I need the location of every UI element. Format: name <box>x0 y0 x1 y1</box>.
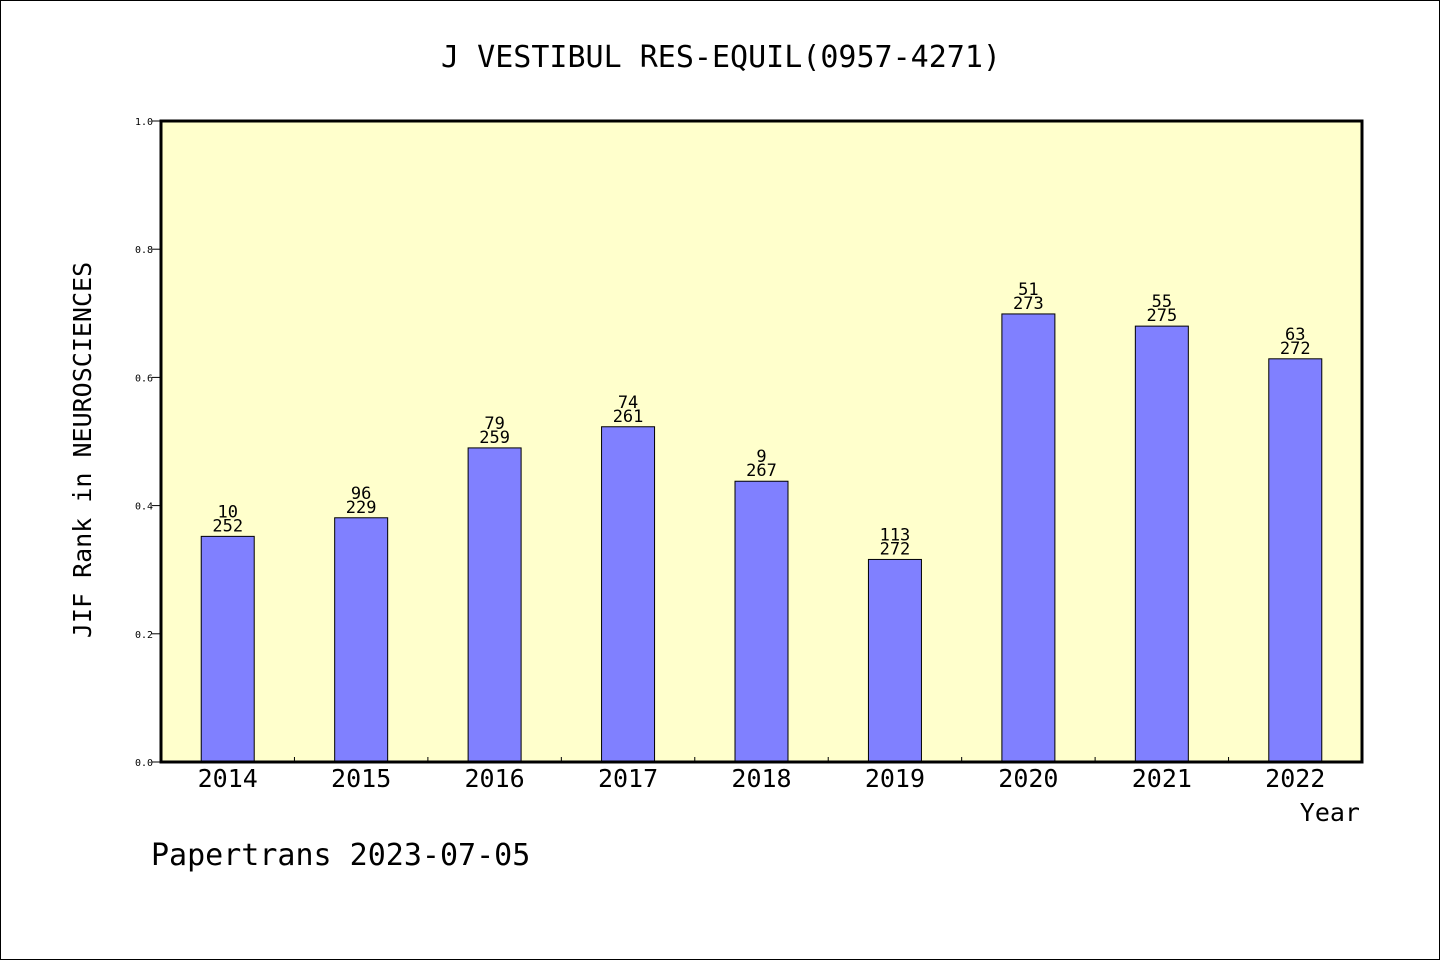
bar <box>1001 313 1056 763</box>
bar <box>334 517 389 763</box>
x-tick-label: 2020 <box>998 764 1058 793</box>
bar-total-label: 261 <box>613 407 644 427</box>
bar-total-label: 229 <box>346 498 377 518</box>
y-axis: 0.0 0.2 0.4 0.6 0.8 1.0 <box>135 117 161 769</box>
bar-total-label: 272 <box>880 539 911 559</box>
bar-rank-label: 96 <box>351 484 371 504</box>
plot-border <box>159 119 1364 764</box>
bar <box>1268 358 1323 763</box>
bar-total-label: 272 <box>1280 339 1311 359</box>
y-axis-label: JIF Rank in NEUROSCIENCES <box>68 262 97 638</box>
bar-total-label: 259 <box>479 428 510 448</box>
y-tick-label: 0.8 <box>135 245 153 256</box>
x-tick-label: 2016 <box>465 764 525 793</box>
bar <box>1134 325 1189 763</box>
bar-rank-label: 10 <box>217 502 237 522</box>
x-tick-label: 2021 <box>1132 764 1192 793</box>
bar-total-label: 275 <box>1146 306 1177 326</box>
x-tick-label: 2014 <box>198 764 258 793</box>
chart-title: J VESTIBUL RES-EQUIL(0957-4271) <box>441 40 1001 75</box>
y-tick-label: 0.4 <box>135 502 153 513</box>
x-axis: 2014 2015 2016 2017 2018 2019 2020 2021 2022 <box>198 757 1325 793</box>
y-tick-label: 0.2 <box>135 630 153 641</box>
bar-rank-label: 55 <box>1152 292 1172 312</box>
bar <box>734 480 789 763</box>
bar-rank-label: 51 <box>1018 280 1038 300</box>
x-axis-label: Year <box>1300 798 1360 827</box>
footer-text: Papertrans 2023-07-05 <box>151 838 530 873</box>
y-tick-label: 0.0 <box>135 758 153 769</box>
bar-total-label: 273 <box>1013 294 1044 314</box>
bar-total-label: 252 <box>212 516 243 536</box>
bar <box>467 447 522 763</box>
x-tick-label: 2017 <box>598 764 658 793</box>
bar-rank-label: 63 <box>1285 325 1305 345</box>
x-tick-label: 2018 <box>731 764 791 793</box>
y-tick-label: 0.6 <box>135 373 153 384</box>
x-tick-label: 2015 <box>331 764 391 793</box>
bar <box>200 535 255 763</box>
y-tick-label: 1.0 <box>135 117 153 128</box>
bar-rank-label: 9 <box>756 447 766 467</box>
bar-total-label: 267 <box>746 461 777 481</box>
bars <box>200 313 1323 763</box>
bar <box>601 426 656 763</box>
bar-rank-label: 79 <box>484 414 504 434</box>
bar-rank-label: 113 <box>880 525 911 545</box>
x-tick-label: 2022 <box>1265 764 1325 793</box>
bar <box>867 558 922 763</box>
bar-rank-label: 74 <box>618 393 638 413</box>
x-tick-label: 2019 <box>865 764 925 793</box>
